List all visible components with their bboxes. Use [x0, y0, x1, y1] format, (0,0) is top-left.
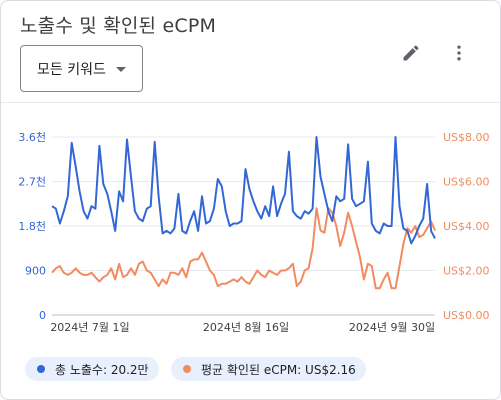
- right-axis-tick-label: US$4.00: [443, 220, 490, 233]
- x-axis-tick-label: 2024년 8월 16일: [203, 320, 289, 334]
- right-axis-tick-label: US$2.00: [443, 265, 490, 278]
- impressions-color-dot: [37, 365, 45, 373]
- header-divider: [1, 102, 500, 103]
- left-axis-tick-label: 0: [39, 309, 46, 322]
- keyword-filter-label: 모든 키워드: [37, 61, 106, 78]
- legend-ecpm-label: 평균 확인된 eCPM: US$2.16: [201, 362, 356, 377]
- impressions-series-line: [51, 136, 436, 245]
- left-axis-tick-label: 900: [25, 265, 46, 278]
- caret-down-icon: [116, 67, 126, 72]
- ecpm-series-line: [51, 207, 436, 290]
- more-options-button[interactable]: [445, 39, 473, 67]
- impressions-ecpm-chart: 0 US$0.00 900 US$2.00 1.8천 US$4.00 2.7천 US$6.00…: [18, 130, 490, 334]
- left-axis-tick-label: 2.7천: [18, 175, 46, 189]
- x-axis-tick-label: 2024년 7월 1일: [50, 320, 129, 334]
- card-title: 노출수 및 확인된 eCPM: [20, 15, 217, 37]
- keyword-filter-dropdown[interactable]: 모든 키워드: [20, 45, 143, 92]
- right-axis-tick-label: US$0.00: [443, 309, 490, 322]
- legend-impressions[interactable]: 총 노출수: 20.2만: [25, 357, 159, 381]
- pencil-icon: [403, 45, 419, 61]
- x-axis-tick-label: 2024년 9월 30일: [349, 320, 435, 334]
- left-axis-tick-label: 3.6천: [18, 130, 46, 144]
- right-axis-tick-label: US$6.00: [443, 176, 490, 189]
- ecpm-color-dot: [183, 365, 191, 373]
- left-axis-tick-label: 1.8천: [18, 219, 46, 233]
- edit-button[interactable]: [397, 39, 425, 67]
- legend-ecpm[interactable]: 평균 확인된 eCPM: US$2.16: [171, 357, 366, 381]
- more-vert-icon: [457, 45, 461, 61]
- legend-impressions-label: 총 노출수: 20.2만: [55, 362, 149, 377]
- right-axis-tick-label: US$8.00: [443, 131, 490, 144]
